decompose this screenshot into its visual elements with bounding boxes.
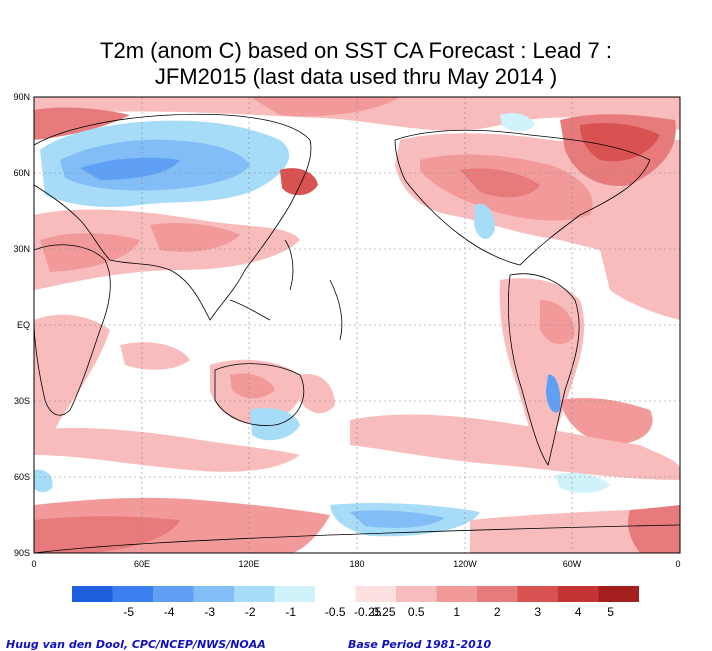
- legend-label: -1: [285, 605, 296, 619]
- lat-tick-label: 90S: [14, 548, 30, 558]
- lon-tick-label: 60E: [134, 559, 150, 569]
- legend-color-box: [315, 586, 356, 602]
- base-period-text: Base Period 1981-2010: [348, 638, 492, 651]
- map-frame: [33, 96, 681, 554]
- lon-tick-label: 120E: [238, 559, 259, 569]
- coastlines: [34, 113, 680, 553]
- legend-color-box: [477, 586, 518, 602]
- legend-label: 1: [453, 605, 460, 619]
- lat-tick-label: 60S: [14, 472, 30, 482]
- lat-tick-label: 30S: [14, 396, 30, 406]
- lon-tick-label: 180: [349, 559, 364, 569]
- lat-tick-label: 90N: [13, 92, 30, 102]
- legend-label: 4: [575, 605, 582, 619]
- legend-label: 0.25: [372, 605, 396, 619]
- lon-tick-label: 120W: [453, 559, 477, 569]
- legend-color-box: [193, 586, 234, 602]
- color-legend-labels: -5 -4 -3 -2 -1 -0.5 -0.250.25 0.5 1 2 3 4 5: [123, 605, 614, 619]
- lat-axis: 90N 60N 30N EQ 30S 60S 90S: [13, 92, 30, 558]
- lat-tick-label: 30N: [13, 244, 30, 254]
- legend-label: -0.25: [354, 605, 382, 619]
- credit-text: Huug van den Dool, CPC/NCEP/NWS/NOAA: [6, 638, 266, 651]
- legend-label: 5: [607, 605, 614, 619]
- map-plot-area: [34, 97, 680, 553]
- legend-color-box: [153, 586, 194, 602]
- map-grid: [34, 97, 680, 553]
- legend-color-box: [274, 586, 315, 602]
- legend-color-box: [72, 586, 113, 602]
- legend-label: -5: [123, 605, 134, 619]
- legend-label: -0.5: [325, 605, 346, 619]
- lon-tick-label: 60W: [563, 559, 582, 569]
- legend-label: -4: [164, 605, 175, 619]
- map-title-line1: T2m (anom C) based on SST CA Forecast : …: [100, 38, 612, 63]
- lat-tick-label: EQ: [17, 320, 30, 330]
- legend-label: 3: [534, 605, 541, 619]
- legend-label: 0.5: [408, 605, 425, 619]
- legend-color-box: [558, 586, 599, 602]
- legend-label: 2: [494, 605, 501, 619]
- color-legend: [72, 586, 639, 602]
- legend-color-box: [234, 586, 275, 602]
- lat-tick-label: 60N: [13, 168, 30, 178]
- lon-tick-label: 0: [31, 559, 36, 569]
- map-title-line2: JFM2015 (last data used thru May 2014 ): [154, 64, 558, 89]
- legend-color-box: [436, 586, 477, 602]
- legend-label: -3: [204, 605, 215, 619]
- lon-tick-label: 0: [675, 559, 680, 569]
- lon-axis: 0 60E 120E 180 120W 60W 0: [31, 559, 680, 569]
- legend-color-box: [396, 586, 437, 602]
- legend-label: -2: [245, 605, 256, 619]
- legend-color-box: [355, 586, 396, 602]
- legend-color-box: [598, 586, 639, 602]
- legend-color-box: [112, 586, 153, 602]
- legend-color-box: [517, 586, 558, 602]
